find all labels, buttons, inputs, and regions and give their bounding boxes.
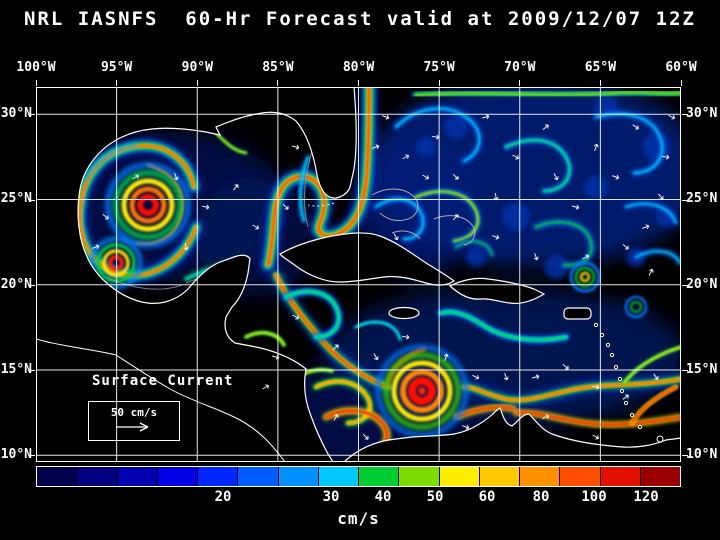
panama-gyre — [375, 344, 469, 438]
lat-tick-label: 20°N — [686, 277, 718, 292]
lon-tick-label: 65°W — [584, 60, 617, 75]
surface-current-map — [36, 87, 681, 462]
jamaica — [388, 306, 420, 320]
axis-tick — [519, 80, 521, 86]
page-title: NRL IASNFS 60-Hr Forecast valid at 2009/… — [24, 8, 696, 30]
colorbar-tick-label: 60 — [478, 489, 496, 505]
axis-tick — [29, 455, 35, 457]
lat-tick-label: 15°N — [0, 362, 32, 377]
axis-tick — [29, 284, 35, 286]
axis-tick — [29, 199, 35, 201]
axis-tick — [682, 114, 688, 116]
legend-title: Surface Current — [92, 373, 234, 389]
colorbar-segment — [318, 467, 358, 486]
pacific-coastline — [36, 338, 286, 462]
lat-tick-label: 15°N — [686, 362, 718, 377]
lat-tick-label: 30°N — [686, 106, 718, 121]
lon-tick-label: 85°W — [262, 60, 294, 75]
lat-tick-label: 10°N — [0, 447, 32, 462]
colorbar-segment — [399, 467, 439, 486]
velocity-arrows — [92, 114, 676, 440]
axis-tick — [358, 80, 359, 86]
lesser-antilles — [593, 322, 664, 443]
atlantic-eddies — [569, 261, 648, 319]
colorbar-units-label: cm/s — [337, 509, 380, 528]
colorbar-tick-label: 50 — [426, 489, 444, 505]
colorbar-tick-label: 120 — [633, 489, 659, 505]
axis-tick — [682, 199, 688, 201]
axis-tick — [29, 114, 35, 116]
ocean-speckle — [416, 95, 676, 279]
colorbar — [36, 466, 681, 487]
colorbar-segment — [600, 467, 640, 486]
lat-tick-label: 25°N — [686, 191, 718, 206]
lat-tick-label: 30°N — [0, 106, 32, 121]
gulf-eddy — [105, 162, 191, 248]
axis-tick — [682, 284, 688, 286]
axis-tick — [116, 80, 118, 86]
axis-tick — [196, 80, 198, 86]
axis-tick — [277, 80, 279, 86]
south-america-coastline — [343, 407, 681, 462]
colorbar-segment — [117, 467, 157, 486]
axis-tick — [438, 80, 440, 86]
colorbar-segment — [520, 467, 560, 486]
lon-tick-label: 70°W — [504, 60, 536, 75]
axis-tick — [599, 80, 601, 86]
colorbar-segment — [77, 467, 117, 486]
puerto-rico — [563, 307, 592, 320]
colorbar-segment — [359, 467, 399, 486]
map-plot-area: 100°W 95°W 90°W 85°W 80°W 75°W 70°W 65°W… — [1, 60, 717, 462]
colorbar-segment — [278, 467, 318, 486]
axis-tick — [29, 370, 35, 371]
lon-tick-label: 60°W — [665, 60, 697, 75]
colorbar-tick-label: 30 — [322, 489, 340, 505]
bahamas-banks — [371, 188, 476, 246]
axis-tick — [682, 455, 688, 457]
colorbar-tick-label: 100 — [581, 489, 607, 505]
lon-tick-label: 95°W — [100, 60, 133, 75]
lat-tick-label: 20°N — [0, 277, 32, 292]
colorbar-segment — [157, 467, 197, 486]
axis-tick — [680, 80, 682, 86]
lon-tick-label: 90°W — [181, 60, 213, 75]
colorbar-tick-label: 20 — [214, 489, 232, 505]
colorbar-segment — [479, 467, 519, 486]
vector-scale-box: 50 cm/s — [88, 401, 180, 441]
lat-tick-label: 10°N — [686, 447, 718, 462]
colorbar-segment — [198, 467, 238, 486]
lat-tick-label: 25°N — [0, 191, 32, 206]
axis-tick — [682, 370, 688, 371]
lon-tick-label: 100°W — [16, 60, 56, 75]
vector-scale-label: 50 cm/s — [110, 406, 158, 419]
colorbar-tick-label: 80 — [532, 489, 550, 505]
colorbar-segment — [37, 467, 77, 486]
landmass — [36, 87, 681, 462]
lon-tick-label: 75°W — [423, 60, 455, 75]
grid-lines — [36, 87, 681, 462]
axis-tick — [35, 80, 37, 86]
colorbar-tick-label: 40 — [374, 489, 392, 505]
colorbar-segment — [560, 467, 600, 486]
colorbar-segment — [640, 467, 680, 486]
lon-tick-label: 80°W — [342, 60, 375, 75]
colorbar-segment — [439, 467, 479, 486]
vector-scale-arrow-icon — [116, 422, 149, 432]
colorbar-segment — [238, 467, 278, 486]
coastline — [77, 87, 357, 462]
